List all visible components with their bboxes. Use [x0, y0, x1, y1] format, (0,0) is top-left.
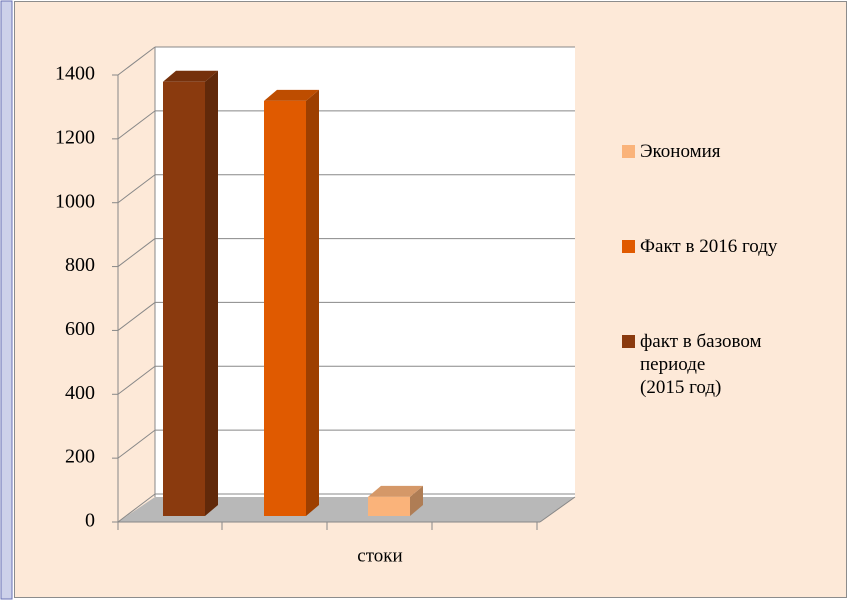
bar-top [163, 70, 218, 82]
bar [264, 89, 319, 516]
legend-item: факт в базовом периоде (2015 год) [622, 330, 837, 399]
bar-front [264, 100, 306, 516]
side-strip [0, 0, 13, 600]
bar-top [264, 89, 319, 101]
legend-swatch [622, 145, 635, 158]
bar-side [205, 70, 218, 517]
grid-line-side [117, 46, 156, 76]
bar [368, 485, 423, 516]
bar-front [368, 496, 410, 516]
back-wall [155, 47, 575, 497]
floor [118, 497, 575, 522]
grid-line-side [117, 110, 156, 140]
legend-item: Факт в 2016 году [622, 235, 837, 258]
y-tick-label: 800 [65, 254, 95, 276]
legend-swatch [622, 335, 635, 348]
y-tick-label: 1400 [55, 63, 95, 85]
y-tick-label: 400 [65, 382, 95, 404]
y-tick-label: 200 [65, 446, 95, 468]
bar-top [368, 485, 423, 497]
bar-side [306, 89, 319, 516]
x-ticks [117, 522, 538, 530]
legend-label: Экономия [640, 141, 721, 162]
bar-front [163, 81, 205, 517]
y-tick-label: 600 [65, 318, 95, 340]
legend-label: Факт в 2016 году [640, 236, 778, 257]
y-tick-label: 1200 [55, 126, 95, 148]
grid-line-side [117, 365, 156, 395]
legend-swatch [622, 240, 635, 253]
grid-line-side [117, 429, 156, 459]
grid-line-side [117, 493, 156, 523]
grid-line-side [117, 238, 156, 267]
bar-side [410, 485, 423, 516]
grid-line-side [117, 174, 156, 204]
legend: Экономия Факт в 2016 году факт в базовом п… [622, 140, 837, 399]
legend-label: факт в базовом периоде (2015 год) [640, 331, 762, 398]
floor-edge [539, 496, 576, 523]
x-tick-label: стоки [357, 545, 402, 566]
grid-line-side [117, 302, 156, 331]
y-tick-label: 0 [85, 510, 95, 532]
bar [163, 70, 218, 517]
legend-item: Экономия [622, 140, 837, 163]
y-tick-label: 1000 [55, 190, 95, 212]
